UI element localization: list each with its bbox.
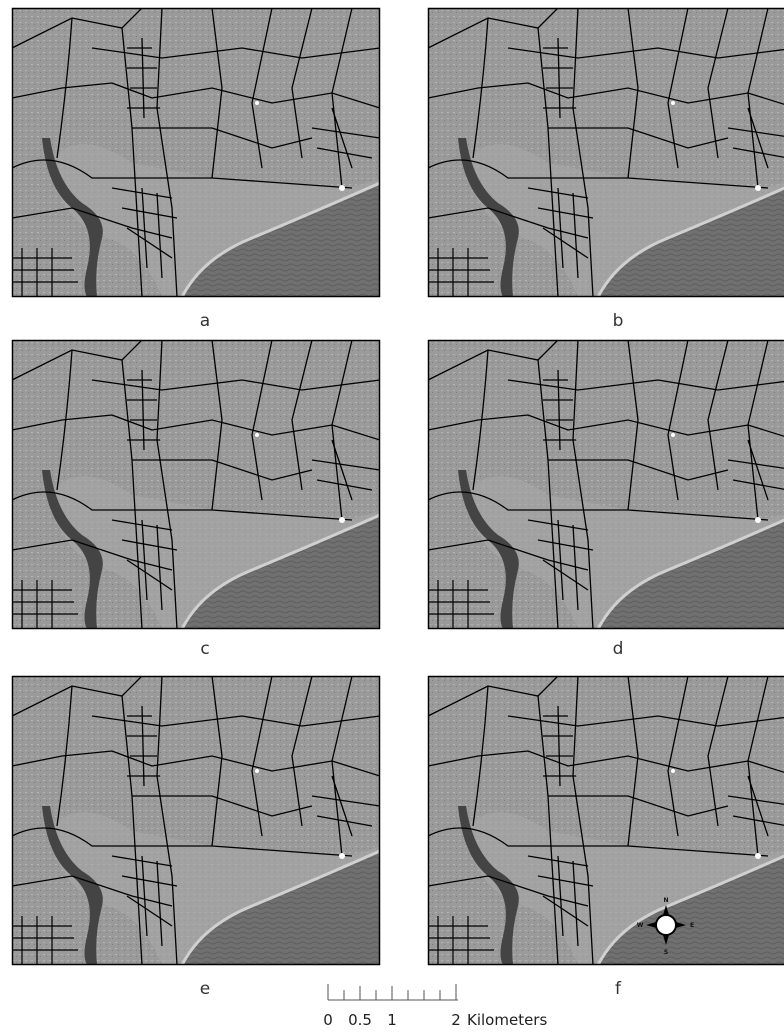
map-panel — [428, 8, 784, 297]
compass-s: S — [664, 949, 668, 956]
compass-e: E — [690, 922, 694, 929]
scale-label: 0.5 — [348, 1011, 372, 1029]
map-panel — [428, 340, 784, 629]
map-figure: a b c d e f N E S W 0 0.5 1 2 Kilometers — [0, 0, 784, 1032]
panel-label: a — [200, 311, 210, 331]
panel-label: d — [613, 639, 624, 659]
panel-label: e — [200, 979, 210, 999]
scale-label: 2 — [451, 1011, 461, 1029]
scale-bar — [328, 984, 458, 1000]
compass-n: N — [663, 897, 668, 904]
panel-label: b — [613, 311, 624, 331]
map-panel — [12, 340, 380, 629]
map-panel — [12, 8, 380, 297]
scale-label: 0 — [323, 1011, 333, 1029]
map-panel — [428, 676, 784, 965]
scale-label: 1 — [387, 1011, 397, 1029]
figure: a b c d e f N E S W 0 0.5 1 2 Kilometers — [0, 0, 784, 1032]
map-panel — [12, 676, 380, 965]
scale-unit: Kilometers — [467, 1011, 547, 1029]
panel-label: f — [615, 979, 622, 999]
panel-label: c — [200, 639, 209, 659]
compass-w: W — [637, 922, 644, 929]
